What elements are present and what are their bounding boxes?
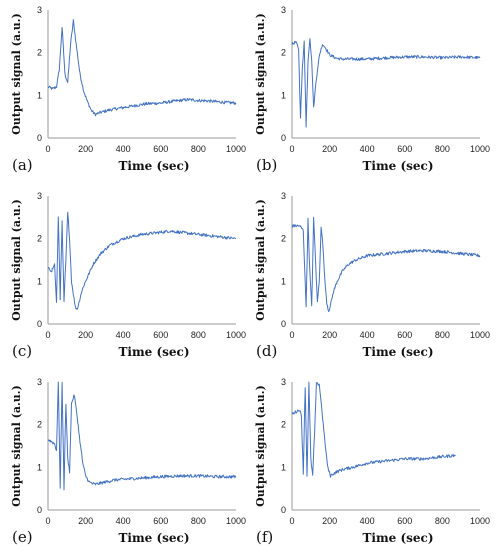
panel-a: 0 1 2 3 0 200 400 600 800 1000 Time (sec) Output si… xyxy=(10,5,246,174)
y-tick-label: 3 xyxy=(281,5,286,15)
y-tick-label: 2 xyxy=(37,234,42,244)
y-axis-label: Output signal (a.u.) xyxy=(254,385,267,507)
x-tick-label: 600 xyxy=(397,330,412,340)
x-tick-label: 1000 xyxy=(470,144,490,154)
x-tick-label: 800 xyxy=(191,144,206,154)
signal-series-line xyxy=(291,381,456,478)
signal-series-line xyxy=(291,38,481,128)
x-axis-label: Time (sec) xyxy=(118,159,189,173)
signal-series-line xyxy=(47,211,237,310)
x-tick-label: 0 xyxy=(289,330,294,340)
panel-f: 0 1 2 3 0 200 400 600 800 1000 Time (sec) Output si… xyxy=(254,377,490,546)
x-tick-label: 200 xyxy=(78,516,93,526)
panel-d: 0 1 2 3 0 200 400 600 800 1000 Time (sec) Output si… xyxy=(254,191,490,360)
x-tick-label: 600 xyxy=(153,144,168,154)
x-tick-label: 1000 xyxy=(226,516,246,526)
x-tick-label: 400 xyxy=(116,516,131,526)
x-tick-label: 600 xyxy=(397,144,412,154)
x-axis-label: Time (sec) xyxy=(362,531,433,545)
y-tick-label: 3 xyxy=(37,377,42,387)
x-tick-label: 1000 xyxy=(226,330,246,340)
panel-label: (e) xyxy=(12,528,33,546)
x-tick-label: 400 xyxy=(360,516,375,526)
x-tick-label: 0 xyxy=(45,516,50,526)
x-tick-label: 1000 xyxy=(470,516,490,526)
panel-e: 0 1 2 3 0 200 400 600 800 1000 Time (sec) Output si… xyxy=(10,377,246,546)
x-tick-label: 600 xyxy=(153,330,168,340)
x-axis-label: Time (sec) xyxy=(362,345,433,359)
y-tick-label: 2 xyxy=(281,48,286,58)
x-tick-label: 800 xyxy=(435,144,450,154)
x-tick-label: 600 xyxy=(153,516,168,526)
x-tick-label: 400 xyxy=(116,144,131,154)
y-tick-label: 0 xyxy=(37,319,42,329)
y-tick-label: 0 xyxy=(37,505,42,515)
x-tick-label: 800 xyxy=(191,516,206,526)
x-axis-label: Time (sec) xyxy=(118,531,189,545)
y-tick-label: 2 xyxy=(281,234,286,244)
y-axis-label: Output signal (a.u.) xyxy=(254,199,267,321)
panel-label: (c) xyxy=(12,342,32,360)
x-tick-label: 200 xyxy=(78,144,93,154)
x-tick-label: 200 xyxy=(322,330,337,340)
y-tick-label: 0 xyxy=(281,505,286,515)
y-tick-label: 2 xyxy=(37,48,42,58)
y-tick-label: 0 xyxy=(37,133,42,143)
x-tick-label: 800 xyxy=(191,330,206,340)
y-tick-label: 1 xyxy=(37,90,42,100)
y-tick-label: 2 xyxy=(37,420,42,430)
x-tick-label: 0 xyxy=(45,144,50,154)
y-tick-label: 0 xyxy=(281,319,286,329)
x-tick-label: 800 xyxy=(435,330,450,340)
x-tick-label: 200 xyxy=(322,516,337,526)
panel-b: 0 1 2 3 0 200 400 600 800 1000 Time (sec) Output si… xyxy=(254,5,490,174)
x-tick-label: 400 xyxy=(360,144,375,154)
signal-series-line xyxy=(291,216,481,313)
panel-label: (b) xyxy=(256,156,277,174)
y-tick-label: 1 xyxy=(281,462,286,472)
x-tick-label: 600 xyxy=(397,516,412,526)
x-tick-label: 400 xyxy=(116,330,131,340)
y-axis-label: Output signal (a.u.) xyxy=(254,13,267,135)
y-tick-label: 3 xyxy=(281,191,286,201)
x-axis-label: Time (sec) xyxy=(118,345,189,359)
signal-series-line xyxy=(47,19,237,117)
y-axis-label: Output signal (a.u.) xyxy=(10,13,23,135)
y-tick-label: 1 xyxy=(281,276,286,286)
panel-label: (a) xyxy=(12,156,33,174)
x-tick-label: 0 xyxy=(289,144,294,154)
y-tick-label: 3 xyxy=(281,377,286,387)
x-tick-label: 0 xyxy=(45,330,50,340)
panel-label: (d) xyxy=(256,342,277,360)
panel-label: (f) xyxy=(256,528,273,546)
y-tick-label: 1 xyxy=(281,90,286,100)
y-tick-label: 1 xyxy=(37,276,42,286)
y-axis-label: Output signal (a.u.) xyxy=(10,199,23,321)
y-tick-label: 2 xyxy=(281,420,286,430)
y-tick-label: 0 xyxy=(281,133,286,143)
signal-series-line xyxy=(47,381,237,491)
x-tick-label: 400 xyxy=(360,330,375,340)
x-tick-label: 1000 xyxy=(470,330,490,340)
y-tick-label: 3 xyxy=(37,191,42,201)
x-axis-label: Time (sec) xyxy=(362,159,433,173)
y-tick-label: 3 xyxy=(37,5,42,15)
x-tick-label: 200 xyxy=(322,144,337,154)
y-axis-label: Output signal (a.u.) xyxy=(10,385,23,507)
x-tick-label: 800 xyxy=(435,516,450,526)
panel-c: 0 1 2 3 0 200 400 600 800 1000 Time (sec) Output si… xyxy=(10,191,246,360)
x-tick-label: 1000 xyxy=(226,144,246,154)
y-tick-label: 1 xyxy=(37,462,42,472)
x-tick-label: 200 xyxy=(78,330,93,340)
x-tick-label: 0 xyxy=(289,516,294,526)
